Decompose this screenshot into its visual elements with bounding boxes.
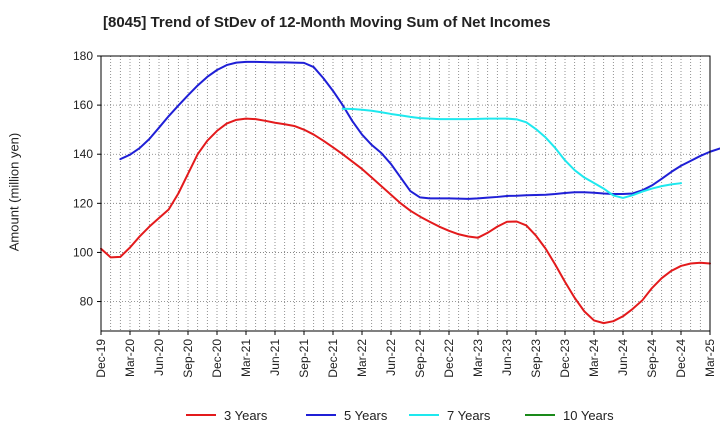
legend-label: 5 Years (344, 408, 388, 423)
plot-area (100, 55, 711, 332)
gridlines (101, 55, 710, 331)
y-tick-label: 80 (80, 295, 94, 309)
x-tick-label: Mar-22 (355, 339, 369, 377)
y-axis-ticks: 80 100 120 140 160 180 (73, 49, 101, 309)
x-tick-label: Mar-23 (471, 339, 485, 377)
x-tick-label: Sep-22 (413, 339, 427, 378)
x-tick-label: Sep-24 (645, 339, 659, 378)
x-tick-label: Jun-23 (500, 339, 514, 376)
x-tick-label: Dec-20 (210, 339, 224, 378)
x-tick-label: Mar-21 (239, 339, 253, 377)
x-tick-label: Mar-24 (587, 339, 601, 377)
y-tick-label: 140 (73, 147, 93, 161)
x-tick-label: Dec-19 (94, 339, 108, 378)
x-axis-ticks: Dec-19 Mar-20 Jun-20 Sep-20 Dec-20 Mar-21 Jun-… (94, 331, 717, 378)
x-tick-label: Mar-25 (703, 339, 717, 377)
x-tick-label: Mar-20 (123, 339, 137, 377)
y-tick-label: 160 (73, 98, 93, 112)
x-tick-label: Jun-20 (152, 339, 166, 376)
y-tick-label: 100 (73, 245, 93, 259)
series-line-5-years (119, 60, 720, 200)
x-tick-label: Sep-23 (529, 339, 543, 378)
x-tick-label: Jun-21 (268, 339, 282, 376)
x-tick-label: Jun-22 (384, 339, 398, 376)
x-tick-label: Dec-24 (674, 339, 688, 378)
y-tick-label: 120 (73, 196, 93, 210)
x-tick-label: Dec-22 (442, 339, 456, 378)
x-tick-label: Dec-21 (326, 339, 340, 378)
chart-title: [8045] Trend of StDev of 12-Month Moving… (103, 14, 551, 31)
x-tick-label: Sep-20 (181, 339, 195, 378)
series-line-7-years (341, 107, 682, 199)
x-tick-label: Sep-21 (297, 339, 311, 378)
series-line-3-years (100, 117, 711, 325)
series-lines (100, 60, 720, 325)
legend-label: 7 Years (447, 408, 491, 423)
legend-label: 10 Years (563, 408, 614, 423)
legend: 3 Years 5 Years 7 Years 10 Years (186, 408, 614, 423)
x-tick-label: Jun-24 (616, 339, 630, 376)
x-tick-label: Dec-23 (558, 339, 572, 378)
legend-label: 3 Years (224, 408, 268, 423)
y-tick-label: 180 (73, 49, 93, 63)
